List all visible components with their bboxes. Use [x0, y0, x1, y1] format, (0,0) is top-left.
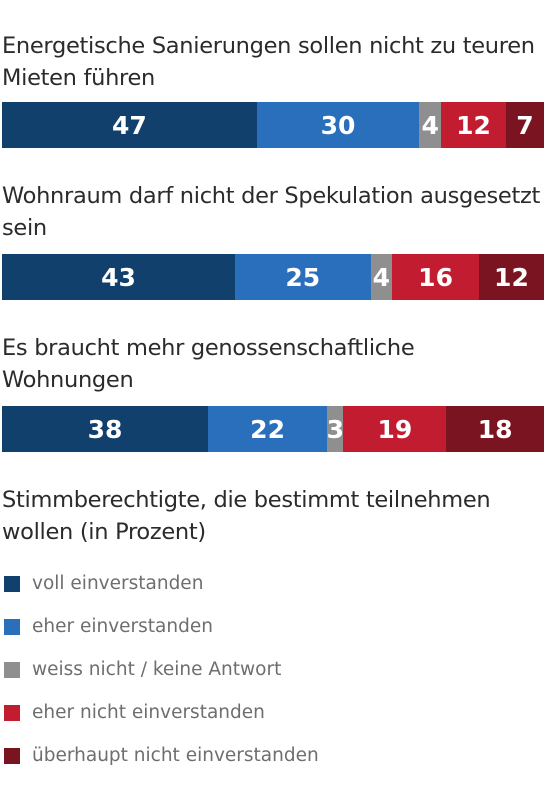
- legend: voll einverstanden eher einverstanden weis…: [4, 562, 319, 777]
- legend-label: voll einverstanden: [32, 573, 204, 594]
- data-label: 3: [327, 414, 344, 444]
- legend-label: eher nicht einverstanden: [32, 702, 265, 723]
- bar-segment: 18: [446, 406, 544, 452]
- bar-segment: 38: [2, 406, 208, 452]
- bar-segment: 19: [343, 406, 447, 452]
- legend-item: eher nicht einverstanden: [4, 691, 319, 734]
- bar-segment: 7: [506, 102, 544, 148]
- bar-segment: 12: [441, 102, 507, 148]
- bar-segment: 12: [478, 254, 544, 300]
- chart-legend-title: Stimmberechtigte, die bestimmt teilnehme…: [2, 487, 491, 545]
- stacked-bar: 38 22 3 19 18: [2, 406, 544, 452]
- bar-segment: 3: [327, 406, 344, 452]
- data-label: 7: [516, 110, 534, 140]
- legend-swatch: [4, 618, 20, 635]
- data-label: 12: [494, 262, 529, 292]
- data-label: 38: [87, 414, 123, 444]
- bar-segment: 25: [235, 254, 371, 300]
- legend-swatch: [4, 575, 20, 592]
- data-label: 16: [418, 262, 453, 292]
- legend-item: eher einverstanden: [4, 605, 319, 648]
- bar-segment: 47: [2, 102, 257, 148]
- legend-item: überhaupt nicht einverstanden: [4, 734, 319, 777]
- data-label: 18: [477, 414, 513, 444]
- legend-swatch: [4, 747, 20, 764]
- data-label: 19: [377, 414, 413, 444]
- legend-swatch: [4, 661, 20, 678]
- bar-segment: 4: [370, 254, 393, 300]
- legend-label: eher einverstanden: [32, 616, 213, 637]
- data-label: 47: [111, 110, 147, 140]
- bar-segment: 30: [256, 102, 420, 148]
- data-label: 43: [101, 262, 136, 292]
- stacked-bar: 43 25 4 16 12: [2, 254, 544, 300]
- legend-label: weiss nicht / keine Antwort: [32, 659, 282, 680]
- data-label: 4: [372, 262, 391, 292]
- stacked-bar: 47 30 4 12 7: [2, 102, 544, 148]
- bar-segment: 22: [207, 406, 328, 452]
- data-label: 12: [456, 110, 491, 140]
- data-label: 22: [250, 414, 285, 444]
- data-label: 30: [320, 110, 356, 140]
- bar-segment: 16: [392, 254, 479, 300]
- data-label: 4: [421, 110, 439, 140]
- question-title: Energetische Sanierungen sollen nicht zu…: [2, 33, 535, 91]
- data-label: 25: [285, 262, 321, 292]
- question-title: Es braucht mehr genossenschaftliche Wohn…: [2, 335, 415, 393]
- legend-item: voll einverstanden: [4, 562, 319, 605]
- legend-swatch: [4, 704, 20, 721]
- bar-segment: 43: [2, 254, 236, 300]
- question-title: Wohnraum darf nicht der Spekulation ausg…: [2, 183, 541, 241]
- legend-label: überhaupt nicht einverstanden: [32, 745, 319, 766]
- legend-item: weiss nicht / keine Antwort: [4, 648, 319, 691]
- bar-segment: 4: [419, 102, 441, 148]
